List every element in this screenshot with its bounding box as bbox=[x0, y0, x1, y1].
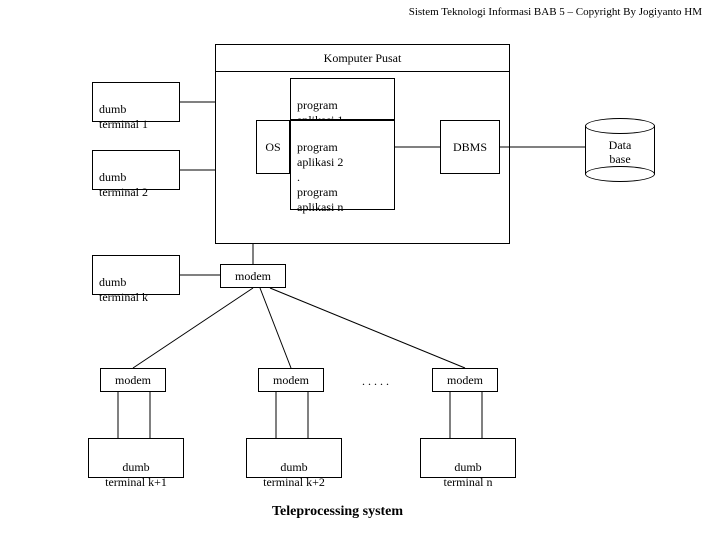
dumb-terminal-n: dumb terminal n bbox=[420, 438, 516, 478]
dumb-terminal-2-label: dumb terminal 2 bbox=[99, 170, 148, 199]
modem-right: modem bbox=[432, 368, 498, 392]
dumb-terminal-k2-label: dumb terminal k+2 bbox=[263, 460, 325, 489]
modem-k: modem bbox=[220, 264, 286, 288]
diagram-caption: Teleprocessing system bbox=[272, 504, 403, 520]
apps-rest-box: program aplikasi 2 . program aplikasi n bbox=[290, 120, 395, 210]
dumb-terminal-k-label: dumb terminal k bbox=[99, 275, 148, 304]
database-cylinder: Data base bbox=[585, 118, 655, 182]
dbms-box: DBMS bbox=[440, 120, 500, 174]
modem-mid: modem bbox=[258, 368, 324, 392]
page-header: Sistem Teknologi Informasi BAB 5 – Copyr… bbox=[409, 6, 702, 18]
dumb-terminal-n-label: dumb terminal n bbox=[444, 460, 493, 489]
modem-k-label: modem bbox=[235, 269, 271, 284]
database-label: Data base bbox=[585, 138, 655, 167]
ellipsis: . . . . . bbox=[362, 374, 389, 389]
dbms-label: DBMS bbox=[453, 140, 487, 155]
diagram-canvas: Sistem Teknologi Informasi BAB 5 – Copyr… bbox=[0, 0, 720, 540]
dumb-terminal-1: dumb terminal 1 bbox=[92, 82, 180, 122]
modem-right-label: modem bbox=[447, 373, 483, 388]
dumb-terminal-k1: dumb terminal k+1 bbox=[88, 438, 184, 478]
apps-rest-label: program aplikasi 2 . program aplikasi n bbox=[297, 140, 343, 214]
modem-left-label: modem bbox=[115, 373, 151, 388]
dumb-terminal-2: dumb terminal 2 bbox=[92, 150, 180, 190]
dumb-terminal-1-label: dumb terminal 1 bbox=[99, 102, 148, 131]
modem-left: modem bbox=[100, 368, 166, 392]
komputer-pusat-title: Komputer Pusat bbox=[216, 45, 509, 72]
os-box: OS bbox=[256, 120, 290, 174]
dumb-terminal-k2: dumb terminal k+2 bbox=[246, 438, 342, 478]
os-label: OS bbox=[265, 140, 280, 155]
app1-box: program aplikasi 1 bbox=[290, 78, 395, 120]
dumb-terminal-k1-label: dumb terminal k+1 bbox=[105, 460, 167, 489]
modem-mid-label: modem bbox=[273, 373, 309, 388]
dumb-terminal-k: dumb terminal k bbox=[92, 255, 180, 295]
